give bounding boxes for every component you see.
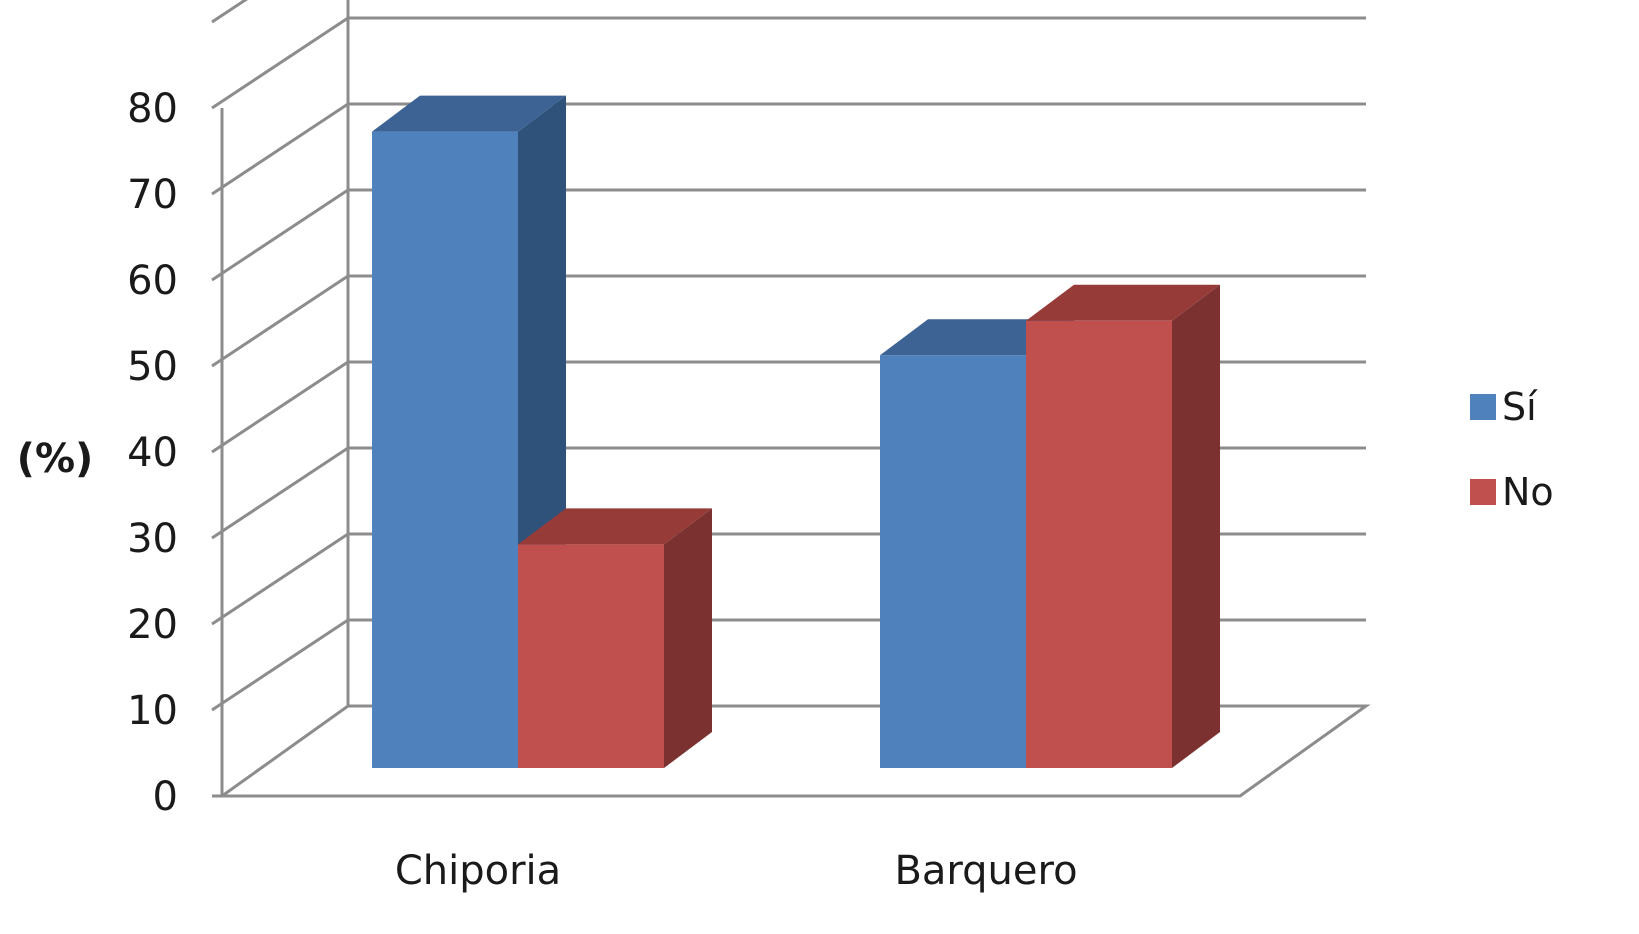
gridlines	[211, 0, 1371, 798]
y-tick-label: 60	[127, 258, 178, 304]
y-axis-ticks: 0 10 20 30 40 50 60 70 80	[127, 86, 178, 820]
y-tick-label: 50	[127, 344, 178, 390]
bar-top	[1026, 284, 1220, 321]
bar-top	[518, 508, 712, 545]
y-tick-label: 10	[127, 688, 178, 734]
bar-front	[1026, 320, 1172, 768]
x-category-label: Barquero	[894, 848, 1077, 894]
gridline	[211, 274, 1366, 368]
bar-top	[372, 95, 566, 132]
y-axis-label: (%)	[17, 436, 94, 482]
y-tick-label: 30	[127, 516, 178, 562]
y-tick-label: 40	[127, 430, 178, 476]
gridline	[211, 188, 1366, 282]
bars	[372, 95, 1220, 769]
legend-item: No	[1470, 470, 1554, 514]
legend-label: No	[1502, 470, 1554, 514]
x-category-label: Chiporia	[395, 848, 561, 894]
bar-top	[880, 319, 1074, 356]
bar-side	[1172, 284, 1220, 768]
y-tick-label: 80	[127, 86, 178, 132]
bar-front	[372, 131, 518, 769]
legend-swatch	[1470, 479, 1496, 505]
y-tick-label: 0	[153, 774, 178, 820]
legend-swatch	[1470, 394, 1496, 420]
floor-outline	[221, 704, 1371, 798]
bar-side	[664, 508, 712, 768]
bar	[518, 508, 712, 768]
legend: Sí No	[1470, 385, 1554, 514]
gridline	[211, 16, 1366, 110]
bar	[1026, 284, 1220, 768]
legend-item: Sí	[1470, 385, 1538, 429]
y-tick-label: 20	[127, 602, 178, 648]
x-axis-categories: Chiporia Barquero	[395, 848, 1078, 894]
y-tick-label: 70	[127, 172, 178, 218]
legend-label: Sí	[1502, 385, 1538, 429]
bar-front	[518, 544, 664, 768]
gridline	[211, 102, 1366, 196]
bar-front	[880, 355, 1026, 768]
